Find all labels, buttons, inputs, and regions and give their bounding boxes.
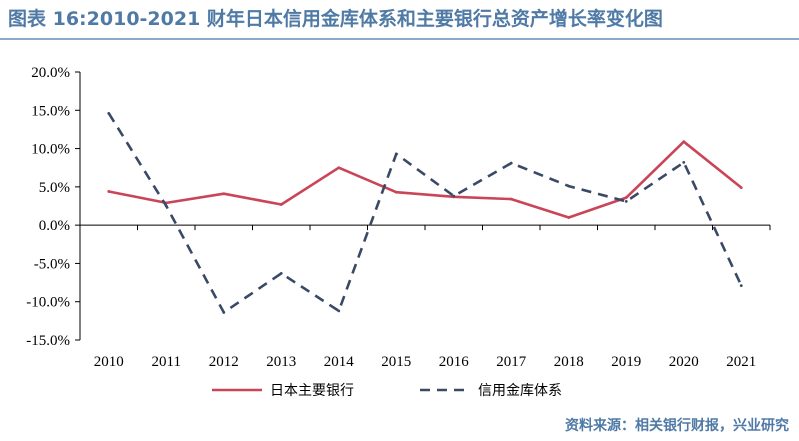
y-tick-label: 10.0% <box>31 142 70 158</box>
y-tick-label: 5.0% <box>39 180 70 196</box>
y-tick-label: 15.0% <box>31 103 70 119</box>
series-1-point <box>567 216 571 219</box>
series-1-point <box>107 190 111 193</box>
series-2-point <box>279 271 283 275</box>
x-tick-label: 2014 <box>324 354 355 370</box>
series-2-point <box>337 309 341 313</box>
series-2-point <box>682 160 686 164</box>
y-tick-label: -5.0% <box>34 256 70 272</box>
series-2-point <box>624 200 628 203</box>
series-1-point <box>682 140 686 144</box>
series-line-1 <box>108 140 743 219</box>
legend-label-2: 信用金库体系 <box>478 383 562 399</box>
y-tick-label: 0.0% <box>39 218 70 234</box>
y-tick-label: -15.0% <box>26 333 70 349</box>
y-tick-label: -10.0% <box>26 295 70 311</box>
series-2-point <box>567 184 571 188</box>
legend-label-1: 日本主要银行 <box>270 383 354 399</box>
x-tick-label: 2017 <box>496 354 527 370</box>
x-tick-label: 2010 <box>94 354 124 370</box>
y-tick-label: 20.0% <box>31 65 70 81</box>
series-2-point <box>452 194 456 198</box>
series-2-point <box>739 284 743 288</box>
series-1-point <box>624 196 628 199</box>
x-tick-label: 2013 <box>266 354 296 370</box>
chart-title: 图表 16:2010-2021 财年日本信用金库体系和主要银行总资产增长率变化图 <box>8 8 663 30</box>
series-1-point <box>337 166 341 170</box>
x-tick-label: 2016 <box>439 354 470 370</box>
x-tick-label: 2020 <box>669 354 699 370</box>
x-tick-label: 2015 <box>381 354 411 370</box>
series-2-point <box>509 161 513 165</box>
source-note: 资料来源：相关银行财报，兴业研究 <box>565 418 789 434</box>
series-1-point <box>279 203 283 206</box>
x-tick-label: 2018 <box>554 354 584 370</box>
series-1-point <box>739 186 743 190</box>
series-2-point <box>394 152 398 156</box>
title-divider <box>0 38 799 40</box>
series-line-2 <box>107 112 743 314</box>
x-tick-label: 2011 <box>152 354 181 370</box>
series-2-point <box>222 311 226 314</box>
series-1-point <box>222 192 226 196</box>
x-tick-label: 2019 <box>611 354 641 370</box>
series-2-point <box>164 204 168 208</box>
series-1-point <box>509 197 513 201</box>
x-tick-label: 2012 <box>209 354 239 370</box>
x-tick-label: 2021 <box>726 354 756 370</box>
series-2-point <box>107 111 111 115</box>
series-1-point <box>394 190 398 194</box>
